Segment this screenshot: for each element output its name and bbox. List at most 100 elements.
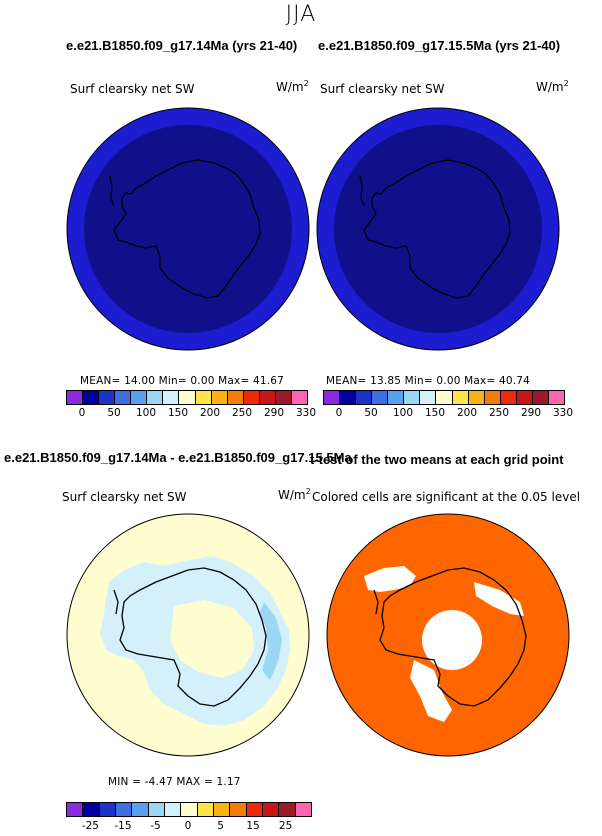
diff-colorbar-swatch — [246, 803, 263, 816]
panel4-label: Colored cells are significant at the 0.0… — [312, 490, 581, 504]
panel1-inner-region — [84, 125, 292, 333]
panel3-colorbar-ticks: -25 -15 -5 0 5 15 25 — [66, 820, 310, 834]
abs-colorbar-swatch — [548, 391, 564, 404]
abs-colorbar-swatch — [404, 391, 421, 404]
panel3-stronger-negative — [260, 602, 282, 680]
diff-colorbar-swatch — [279, 803, 296, 816]
ttest-title: t-test of the two means at each grid poi… — [310, 452, 564, 467]
diff-colorbar-swatch — [115, 803, 133, 816]
panel4-insignificant-south — [410, 660, 452, 722]
diff-colorbar-tick-label: 15 — [246, 820, 260, 832]
abs-colorbar-tick-label: 150 — [167, 407, 189, 419]
diff-colorbar-tick-label: 0 — [184, 820, 192, 832]
case2-title: e.e21.B1850.f09_g17.15.5Ma (yrs 21-40) — [318, 38, 561, 53]
diff-colorbar-swatch — [99, 803, 116, 816]
diff-colorbar-swatch — [197, 803, 214, 816]
abs-colorbar-swatch — [388, 391, 405, 404]
abs-colorbar-swatch — [179, 391, 196, 404]
panel1-colorbar — [66, 390, 308, 405]
diff-colorbar-tick-label: -15 — [114, 820, 132, 832]
panel2-map — [316, 107, 560, 351]
panel4-antarctica-coast — [379, 567, 527, 707]
diff-colorbar-swatch — [164, 803, 182, 816]
panel1-peninsula — [109, 175, 115, 207]
panel3-minmax: MIN = -4.47 MAX = 1.17 — [108, 776, 241, 788]
abs-colorbar-tick-label: 330 — [295, 407, 317, 419]
abs-colorbar-tick-label: 250 — [488, 407, 510, 419]
diff-colorbar-swatch — [230, 803, 247, 816]
abs-colorbar-tick-label: 0 — [78, 407, 86, 419]
panel4-insignificant-ring — [364, 566, 416, 592]
abs-colorbar-tick-label: 50 — [364, 407, 378, 419]
abs-colorbar-swatch — [131, 391, 148, 404]
diff-colorbar-swatch — [295, 803, 311, 816]
abs-colorbar-swatch — [147, 391, 164, 404]
abs-colorbar-swatch — [436, 391, 453, 404]
panel4-insignificant-east — [474, 582, 524, 616]
abs-colorbar-swatch — [115, 391, 132, 404]
abs-colorbar-swatch — [324, 391, 341, 404]
abs-colorbar-swatch — [275, 391, 292, 404]
abs-colorbar-swatch — [67, 391, 84, 404]
panel3-label: Surf clearsky net SW — [62, 490, 187, 504]
panel2-peninsula — [359, 175, 365, 207]
abs-colorbar-swatch — [500, 391, 517, 404]
panel1-antarctica-coast — [113, 159, 261, 299]
abs-colorbar-swatch — [83, 391, 100, 404]
panel2-label: Surf clearsky net SW — [320, 82, 445, 96]
abs-colorbar-swatch — [291, 391, 307, 404]
abs-colorbar-swatch — [516, 391, 533, 404]
panel4-insignificant-pole — [422, 610, 482, 670]
diff-colorbar-swatch — [148, 803, 165, 816]
abs-colorbar-swatch — [532, 391, 549, 404]
diff-colorbar-swatch — [262, 803, 280, 816]
panel1-label: Surf clearsky net SW — [70, 82, 195, 96]
abs-colorbar-tick-label: 100 — [135, 407, 157, 419]
panel2-inner-region — [334, 125, 542, 333]
abs-colorbar-swatch — [227, 391, 244, 404]
panel1-map — [66, 107, 310, 351]
diff-colorbar-swatch — [181, 803, 198, 816]
diff-colorbar-swatch — [213, 803, 231, 816]
abs-colorbar-swatch — [163, 391, 180, 404]
panel2-antarctica-coast — [363, 159, 511, 299]
panel1-colorbar-ticks: 0 50 100 150 200 250 290 330 — [66, 407, 316, 421]
panel1-unit: W/m2 — [276, 79, 309, 94]
abs-colorbar-tick-label: 330 — [552, 407, 574, 419]
abs-colorbar-swatch — [243, 391, 260, 404]
abs-colorbar-swatch — [484, 391, 501, 404]
case1-title: e.e21.B1850.f09_g17.14Ma (yrs 21-40) — [66, 38, 298, 53]
abs-colorbar-swatch — [356, 391, 373, 404]
panel3-antarctica-coast — [119, 567, 267, 707]
abs-colorbar-tick-label: 290 — [520, 407, 542, 419]
diff-colorbar-swatch — [132, 803, 149, 816]
abs-colorbar-swatch — [340, 391, 357, 404]
diff-colorbar-tick-label: -25 — [81, 820, 99, 832]
diff-colorbar-swatch — [83, 803, 100, 816]
diff-colorbar-swatch — [67, 803, 84, 816]
panel3-near-zero — [170, 600, 254, 678]
panel2-colorbar — [323, 390, 565, 405]
abs-colorbar-tick-label: 100 — [392, 407, 414, 419]
panel4-ttest-map — [326, 513, 570, 757]
panel1-stats: MEAN= 14.00 Min= 0.00 Max= 41.67 — [80, 375, 285, 387]
abs-colorbar-swatch — [420, 391, 437, 404]
abs-colorbar-tick-label: 50 — [107, 407, 121, 419]
abs-colorbar-swatch — [372, 391, 389, 404]
panel3-peninsula — [113, 589, 119, 615]
panel2-colorbar-ticks: 0 50 100 150 200 250 290 330 — [323, 407, 573, 421]
diff-colorbar-tick-label: 25 — [278, 820, 293, 832]
abs-colorbar-tick-label: 200 — [456, 407, 478, 419]
panel4-peninsula — [373, 589, 379, 615]
diff-colorbar-tick-label: 5 — [217, 820, 224, 832]
abs-colorbar-tick-label: 250 — [231, 407, 253, 419]
abs-colorbar-swatch — [259, 391, 276, 404]
abs-colorbar-swatch — [452, 391, 469, 404]
panel2-stats: MEAN= 13.85 Min= 0.00 Max= 40.74 — [326, 375, 531, 387]
abs-colorbar-tick-label: 200 — [199, 407, 221, 419]
abs-colorbar-tick-label: 0 — [335, 407, 343, 419]
panel2-unit: W/m2 — [536, 79, 569, 94]
abs-colorbar-swatch — [468, 391, 485, 404]
abs-colorbar-tick-label: 150 — [424, 407, 446, 419]
diff-title: e.e21.B1850.f09_g17.14Ma - e.e21.B1850.f… — [4, 450, 352, 465]
